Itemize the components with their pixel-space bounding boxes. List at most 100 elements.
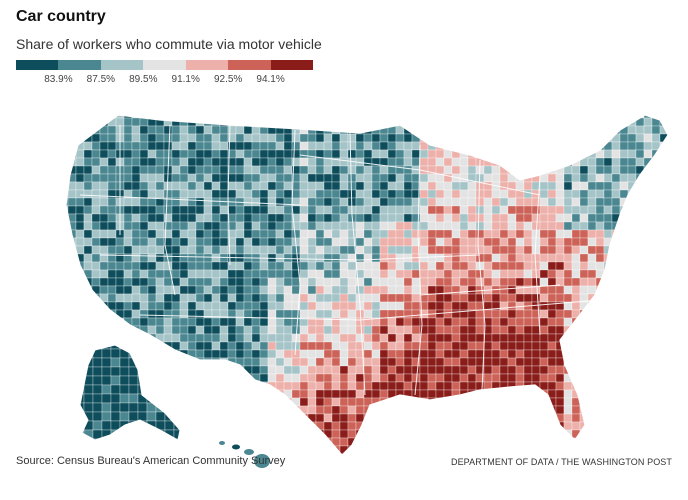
county-cell bbox=[435, 373, 445, 383]
county-cell bbox=[651, 437, 661, 447]
county-cell bbox=[387, 277, 397, 287]
county-cell bbox=[539, 181, 549, 191]
county-cell bbox=[179, 309, 189, 319]
county-cell bbox=[323, 389, 333, 399]
county-cell bbox=[619, 115, 629, 119]
county-cell bbox=[331, 309, 341, 319]
county-cell bbox=[571, 261, 581, 271]
county-cell bbox=[147, 157, 157, 167]
county-cell bbox=[667, 397, 668, 407]
county-cell bbox=[139, 133, 149, 143]
county-cell bbox=[139, 277, 149, 287]
county-cell bbox=[539, 381, 549, 391]
county-cell bbox=[267, 373, 277, 383]
county-cell bbox=[435, 293, 445, 303]
county-cell bbox=[219, 229, 229, 239]
county-cell bbox=[659, 237, 668, 247]
county-cell bbox=[555, 429, 565, 439]
county-cell bbox=[571, 301, 581, 311]
legend-tick-label: 94.1% bbox=[256, 74, 285, 85]
county-cell bbox=[579, 189, 589, 199]
county-cell bbox=[75, 341, 85, 351]
county-cell bbox=[619, 221, 629, 231]
county-cell bbox=[563, 245, 573, 255]
state-border bbox=[79, 194, 301, 206]
county-cell bbox=[99, 205, 109, 215]
county-cell bbox=[75, 165, 85, 175]
county-cell bbox=[163, 141, 173, 151]
county-cell bbox=[259, 181, 269, 191]
county-cell bbox=[307, 453, 317, 455]
county-cell bbox=[587, 277, 597, 287]
county-cell bbox=[611, 245, 621, 255]
county-cell bbox=[275, 421, 285, 431]
county-cell bbox=[379, 301, 389, 311]
county-cell bbox=[123, 133, 133, 143]
county-cell bbox=[427, 229, 437, 239]
county-cell bbox=[323, 221, 333, 231]
county-cell bbox=[211, 157, 221, 167]
county-cell bbox=[251, 389, 261, 399]
county-cell bbox=[339, 149, 349, 159]
county-cell bbox=[123, 149, 133, 159]
county-cell bbox=[171, 165, 181, 175]
county-cell bbox=[307, 421, 317, 431]
county-cell bbox=[483, 261, 493, 271]
county-cell bbox=[155, 261, 165, 271]
county-cell bbox=[211, 357, 221, 367]
county-cell bbox=[147, 245, 157, 255]
county-cell bbox=[75, 373, 85, 383]
county-cell bbox=[275, 277, 285, 287]
county-cell bbox=[587, 237, 597, 247]
county-cell bbox=[195, 421, 205, 431]
county-cell bbox=[595, 349, 605, 359]
county-cell bbox=[587, 309, 597, 319]
county-cell bbox=[227, 189, 237, 199]
county-cell bbox=[507, 365, 517, 375]
county-cell bbox=[539, 405, 549, 415]
county-cell bbox=[203, 173, 213, 183]
county-cell bbox=[363, 269, 373, 279]
county-cell bbox=[107, 285, 117, 295]
county-cell bbox=[635, 133, 645, 143]
county-cell bbox=[659, 301, 668, 311]
county-cell bbox=[323, 253, 333, 263]
county-cell bbox=[603, 437, 613, 447]
county-cell bbox=[80, 393, 85, 404]
county-cell bbox=[387, 453, 397, 455]
county-cell bbox=[307, 221, 317, 231]
county-cell bbox=[219, 389, 229, 399]
county-cell bbox=[123, 341, 133, 351]
county-cell bbox=[659, 285, 668, 295]
county-cell bbox=[283, 173, 293, 183]
county-cell bbox=[595, 333, 605, 343]
county-cell bbox=[251, 261, 261, 271]
county-cell bbox=[659, 389, 668, 399]
county-cell bbox=[363, 115, 373, 119]
county-cell bbox=[315, 301, 325, 311]
county-cell bbox=[235, 429, 245, 439]
county-cell bbox=[395, 325, 405, 335]
county-cell bbox=[643, 413, 653, 423]
county-cell bbox=[119, 429, 130, 440]
county-cell bbox=[603, 341, 613, 351]
county-cell bbox=[627, 429, 637, 439]
county-cell bbox=[483, 149, 493, 159]
county-cell bbox=[283, 165, 293, 175]
county-cell bbox=[507, 317, 517, 327]
county-cell bbox=[451, 253, 461, 263]
county-cell bbox=[579, 325, 589, 335]
county-cell bbox=[539, 213, 549, 223]
county-cell bbox=[459, 173, 469, 183]
county-cell bbox=[435, 117, 445, 127]
county-cell bbox=[443, 429, 453, 439]
hawaii-island-maui bbox=[244, 449, 254, 455]
county-cell bbox=[411, 117, 421, 127]
county-cell bbox=[619, 301, 629, 311]
county-cell bbox=[307, 205, 317, 215]
county-cell bbox=[499, 405, 509, 415]
county-cell bbox=[187, 293, 197, 303]
county-cell bbox=[139, 229, 149, 239]
county-cell bbox=[483, 445, 493, 455]
county-cell bbox=[539, 117, 549, 127]
